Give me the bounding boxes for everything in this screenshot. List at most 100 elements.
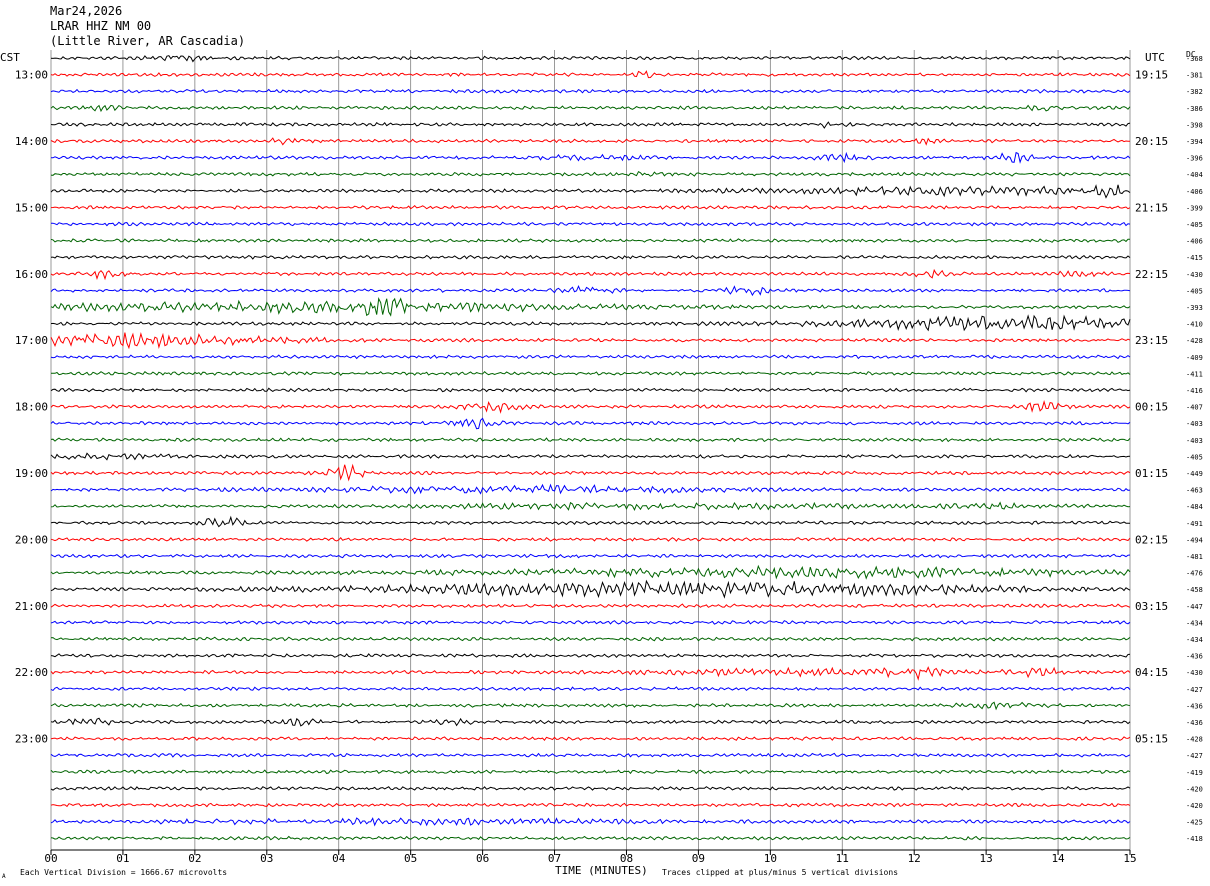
x-tick-label: 01 [116, 852, 129, 865]
right-hour-label: 02:15 [1135, 533, 1168, 546]
trace-red [50, 666, 1131, 681]
trace-red [50, 400, 1131, 414]
right-hour-label: 19:15 [1135, 69, 1168, 82]
trace-red [50, 802, 1131, 808]
dc-offset-label: -420 [1186, 785, 1203, 793]
trace-red [50, 268, 1131, 281]
dc-offset-label: -381 [1186, 72, 1203, 80]
right-hour-label: 23:15 [1135, 334, 1168, 347]
dc-offset-label: -420 [1186, 802, 1203, 810]
dc-offset-label: -447 [1186, 603, 1203, 611]
dc-offset-label: -436 [1186, 702, 1203, 710]
dc-offset-label: -491 [1186, 520, 1203, 528]
clip-note: Traces clipped at plus/minus 5 vertical … [662, 868, 898, 877]
dc-offset-label: -393 [1186, 304, 1203, 312]
dc-offset-label: -406 [1186, 188, 1203, 196]
dc-offset-label: -494 [1186, 536, 1203, 544]
dc-offset-label: -409 [1186, 354, 1203, 362]
trace-black [50, 184, 1131, 199]
trace-blue [50, 354, 1131, 360]
left-hour-label: 13:00 [15, 69, 48, 82]
trace-red [50, 204, 1131, 210]
trace-black [50, 452, 1131, 461]
dc-offset-label: -398 [1186, 121, 1203, 129]
dc-offset-label: -484 [1186, 503, 1203, 511]
trace-black [50, 387, 1131, 393]
dc-offset-label: -405 [1186, 221, 1203, 229]
right-hour-label: 05:15 [1135, 733, 1168, 746]
right-hour-label: 22:15 [1135, 268, 1168, 281]
trace-red [50, 137, 1130, 146]
trace-black [50, 717, 1131, 727]
dc-offset-label: -428 [1186, 736, 1203, 744]
right-hour-label: 21:15 [1135, 201, 1168, 214]
trace-blue [50, 88, 1131, 94]
dc-offset-label: -403 [1186, 437, 1203, 445]
left-hour-label: 21:00 [15, 600, 48, 613]
right-hour-label: 01:15 [1135, 467, 1168, 480]
dc-offset-label: -434 [1186, 619, 1203, 627]
trace-red [50, 603, 1131, 609]
x-tick-label: 05 [404, 852, 417, 865]
trace-black [50, 579, 1131, 599]
left-hour-label: 19:00 [15, 467, 48, 480]
dc-offset-label: -406 [1186, 238, 1203, 246]
dc-offset-label: -404 [1186, 171, 1203, 179]
dc-offset-label: -396 [1186, 155, 1203, 163]
dc-offset-label: -419 [1186, 769, 1203, 777]
dc-offset-label: -427 [1186, 752, 1203, 760]
dc-offset-label: -434 [1186, 636, 1203, 644]
plot-date: Mar24,2026 [50, 4, 123, 18]
trace-blue [50, 285, 1131, 297]
dc-offset-label: -382 [1186, 88, 1203, 96]
dc-offset-label: -403 [1186, 420, 1203, 428]
dc-offset-label: -405 [1186, 453, 1203, 461]
x-tick-label: 02 [188, 852, 201, 865]
trace-red [50, 70, 1131, 79]
trace-blue [50, 417, 1131, 430]
dc-offset-header: DC [1186, 50, 1196, 59]
right-hour-label: 20:15 [1135, 135, 1168, 148]
trace-black [50, 515, 1131, 528]
dc-offset-label: -425 [1186, 819, 1203, 827]
left-hour-label: 18:00 [15, 401, 48, 414]
dc-offset-label: -436 [1186, 653, 1203, 661]
dc-offset-label: -399 [1186, 204, 1203, 212]
trace-green [50, 636, 1131, 642]
x-tick-label: 03 [260, 852, 273, 865]
dc-offset-label: -418 [1186, 835, 1203, 843]
vertical-division-note: Each Vertical Division = 1666.67 microvo… [20, 868, 227, 877]
dc-offset-label: -405 [1186, 287, 1203, 295]
right-timezone-label: UTC [1145, 51, 1165, 64]
x-tick-label: 04 [332, 852, 346, 865]
left-hour-label: 16:00 [15, 268, 48, 281]
right-hour-label: 00:15 [1135, 401, 1168, 414]
trace-red [50, 736, 1131, 742]
dc-offset-label: -463 [1186, 487, 1203, 495]
trace-blue [50, 619, 1131, 625]
dc-offset-label: -415 [1186, 254, 1203, 262]
station-location: (Little River, AR Cascadia) [50, 34, 246, 48]
trace-green [50, 835, 1131, 841]
trace-red [50, 537, 1131, 542]
left-hour-label: 15:00 [15, 201, 48, 214]
dc-offset-label: -476 [1186, 570, 1203, 578]
x-tick-label: 14 [1051, 852, 1065, 865]
trace-blue [50, 817, 1131, 827]
trace-green [50, 437, 1131, 443]
trace-green [50, 701, 1131, 711]
right-hour-label: 03:15 [1135, 600, 1168, 613]
dc-offset-label: -449 [1186, 470, 1203, 478]
dc-offset-label: -410 [1186, 321, 1203, 329]
dc-offset-label: -430 [1186, 669, 1203, 677]
trace-black [50, 121, 1131, 129]
dc-offset-label: -386 [1186, 105, 1203, 113]
x-tick-label: 09 [692, 852, 705, 865]
left-hour-label: 17:00 [15, 334, 48, 347]
left-timezone-label: CST [0, 51, 20, 64]
trace-green [50, 769, 1131, 775]
left-hour-label: 22:00 [15, 666, 48, 679]
x-tick-label: 07 [548, 852, 561, 865]
trace-blue [50, 221, 1131, 227]
trace-black [50, 55, 1131, 63]
